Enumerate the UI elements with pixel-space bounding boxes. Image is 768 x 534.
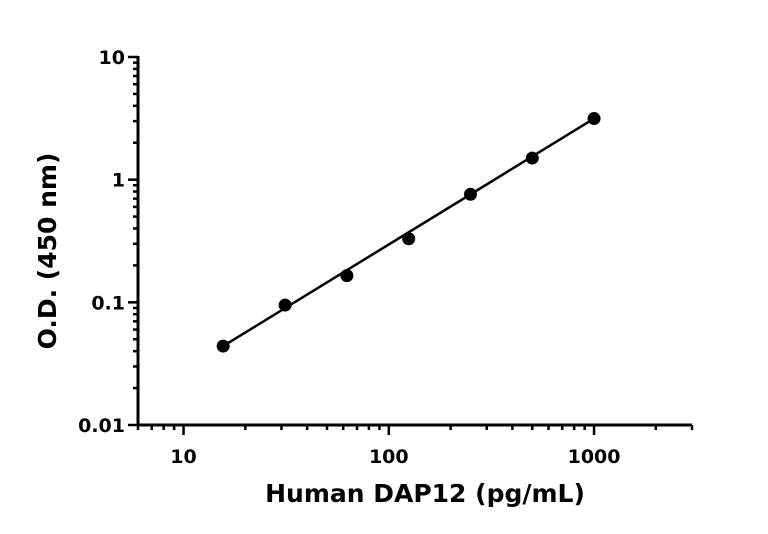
- data-point: [525, 151, 539, 165]
- y-tick-label: 1: [112, 170, 125, 192]
- data-point: [587, 112, 601, 126]
- y-tick-label: 10: [99, 47, 125, 69]
- x-ticks: 10 100 1000: [136, 425, 694, 468]
- x-tick-label: 10: [170, 446, 196, 468]
- data-point: [340, 269, 354, 283]
- data-point: [463, 187, 477, 201]
- axes: [136, 56, 692, 427]
- x-tick-label: 1000: [568, 446, 621, 468]
- x-axis-title: Human DAP12 (pg/mL): [265, 479, 585, 508]
- x-tick-label: 100: [369, 446, 409, 468]
- data-point: [402, 232, 416, 246]
- data-point: [216, 339, 230, 353]
- y-ticks: 0.01 0.1 1 10: [78, 47, 138, 437]
- y-axis-title: O.D. (450 nm): [33, 153, 62, 350]
- data-point: [278, 298, 292, 312]
- y-tick-label: 0.01: [78, 415, 125, 437]
- y-tick-label: 0.1: [91, 292, 125, 314]
- plot-area: [216, 112, 601, 353]
